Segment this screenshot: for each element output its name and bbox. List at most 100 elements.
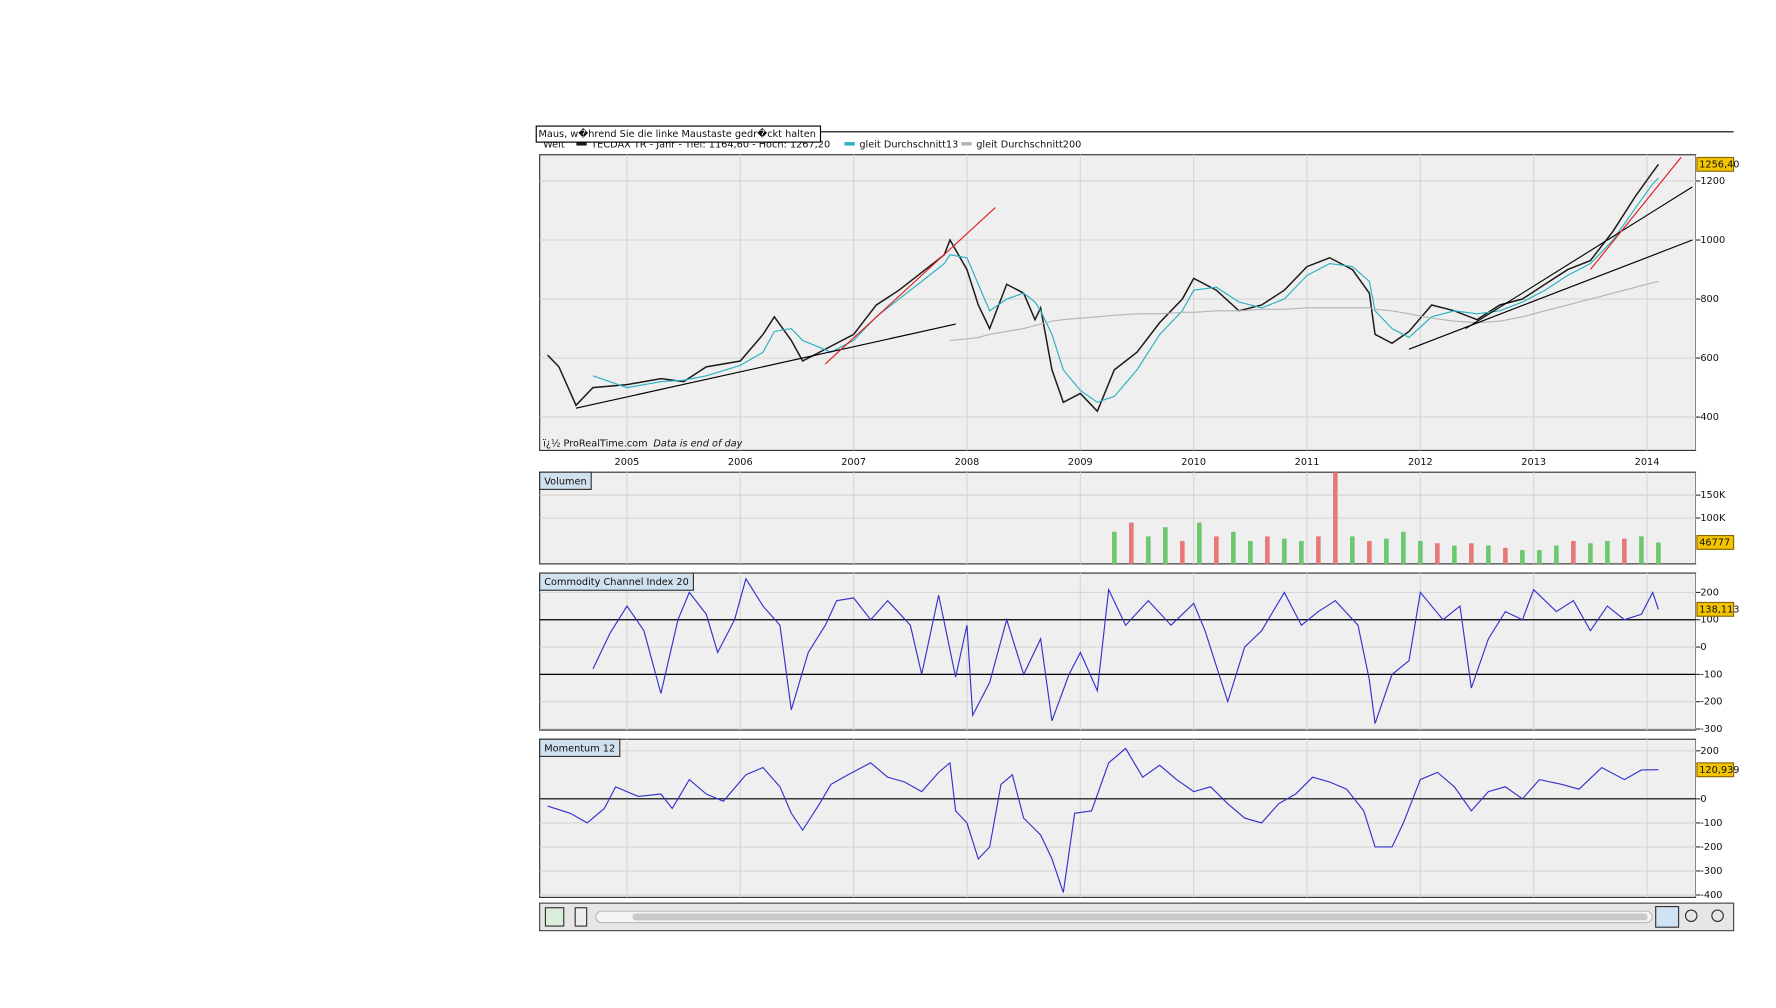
trend-line (1408, 239, 1693, 350)
series-line (592, 177, 1659, 403)
volume-bar (1316, 536, 1321, 564)
y-tick-label: 100 (1700, 615, 1719, 626)
trend-line (575, 323, 956, 409)
volume-bar (1588, 543, 1593, 564)
y-tick-label: 150K (1700, 490, 1726, 501)
volume-bar (1333, 472, 1338, 564)
y-tick-label: 200 (1700, 746, 1719, 757)
chart-icon[interactable] (544, 907, 565, 927)
last-value-box (1696, 156, 1735, 172)
volume-bar (1571, 540, 1576, 564)
panel-bg (539, 154, 1697, 451)
volume-bar (1214, 536, 1219, 564)
x-tick-label: 2005 (615, 457, 640, 468)
x-tick-label: 2011 (1295, 457, 1320, 468)
trend-line (1465, 186, 1693, 330)
last-value-box (1696, 534, 1735, 550)
x-tick-label: 2009 (1068, 457, 1093, 468)
volume-bar (1231, 531, 1236, 564)
last-value-box (1696, 762, 1735, 778)
legend-swatch (844, 142, 855, 146)
series-line (547, 163, 1660, 413)
y-tick-label: 0 (1700, 642, 1706, 653)
y-tick-label: -400 (1700, 890, 1722, 901)
last-value-label: 46777 (1699, 537, 1730, 548)
footnote-italic: Data is end of day (653, 439, 742, 450)
volume-bar (1180, 540, 1185, 564)
volume-bar (1282, 538, 1287, 564)
series-line (592, 577, 1659, 724)
zoom-in-icon[interactable] (1711, 909, 1724, 923)
y-tick-label: -100 (1700, 818, 1722, 829)
tooltip-text: Maus, w�hrend Sie die linke Maustaste ge… (539, 128, 816, 140)
last-value-label: 1256,40 (1699, 159, 1739, 170)
legend-prefix: Welt (543, 139, 565, 150)
volume-bar (1656, 542, 1661, 564)
last-value-box (1696, 601, 1735, 617)
trend-line (1589, 157, 1682, 270)
series-line (547, 747, 1659, 893)
volume-bar (1418, 540, 1423, 564)
series-line (949, 280, 1659, 341)
volume-bar (1622, 538, 1627, 564)
trend-line (824, 207, 996, 365)
volume-bar (1367, 540, 1372, 564)
y-tick-label: 1200 (1700, 176, 1725, 187)
volume-bar (1503, 547, 1508, 564)
x-tick-label: 2010 (1181, 457, 1206, 468)
legend-label: gleit Durchschnitt13 (859, 139, 958, 150)
panel-title: Volumen (544, 476, 586, 487)
volume-bar (1469, 543, 1474, 564)
x-tick-label: 2014 (1635, 457, 1660, 468)
panel-bg (539, 738, 1697, 898)
last-value-label: 120,939 (1699, 765, 1739, 776)
volume-bar (1435, 543, 1440, 564)
settings-icon[interactable] (574, 907, 588, 927)
legend-swatch (961, 142, 972, 146)
legend-label: gleit Durchschnitt200 (976, 139, 1081, 150)
panel-title: Commodity Channel Index 20 (544, 577, 689, 588)
y-tick-label: 1000 (1700, 235, 1725, 246)
volume-bar (1197, 522, 1202, 564)
y-tick-label: -100 (1700, 669, 1722, 680)
legend-swatch (576, 142, 587, 146)
y-tick-label: 100K (1700, 513, 1726, 524)
panel-title-box (539, 471, 592, 490)
y-tick-label: 200 (1700, 587, 1719, 598)
x-tick-label: 2008 (955, 457, 980, 468)
toolbar (539, 902, 1735, 932)
legend-label: TECDAX TR - Jahr - Tief: 1164,60 - Hoch:… (590, 139, 830, 150)
x-tick-label: 2012 (1408, 457, 1433, 468)
volume-bar (1537, 550, 1542, 564)
panel-title-box (539, 738, 621, 758)
panel-title-box (539, 572, 694, 591)
y-tick-label: -200 (1700, 842, 1722, 853)
scroll-thumb[interactable] (632, 913, 1648, 921)
volume-bar (1486, 545, 1491, 564)
panel-bg (539, 572, 1697, 731)
zoom-box-icon[interactable] (1655, 906, 1680, 928)
volume-bar (1248, 540, 1253, 564)
y-tick-label: 600 (1700, 353, 1719, 364)
y-tick-label: -300 (1700, 866, 1722, 877)
tooltip-box (535, 125, 822, 143)
volume-bar (1452, 545, 1457, 564)
x-tick-label: 2006 (728, 457, 753, 468)
volume-bar (1350, 536, 1355, 564)
volume-bar (1639, 536, 1644, 564)
volume-bar (1401, 531, 1406, 564)
x-tick-label: 2013 (1521, 457, 1546, 468)
volume-bar (1163, 527, 1168, 564)
y-tick-label: -300 (1700, 724, 1722, 735)
volume-bar (1265, 536, 1270, 564)
volume-bar (1129, 522, 1134, 564)
volume-bar (1605, 540, 1610, 564)
footnote: ï¿½ ProRealTime.com (542, 438, 648, 450)
volume-bar (1384, 538, 1389, 564)
volume-bar (1299, 540, 1304, 564)
x-tick-label: 2007 (841, 457, 866, 468)
y-tick-label: 400 (1700, 412, 1719, 423)
axis-bg (1695, 154, 1734, 451)
zoom-out-icon[interactable] (1684, 909, 1698, 923)
